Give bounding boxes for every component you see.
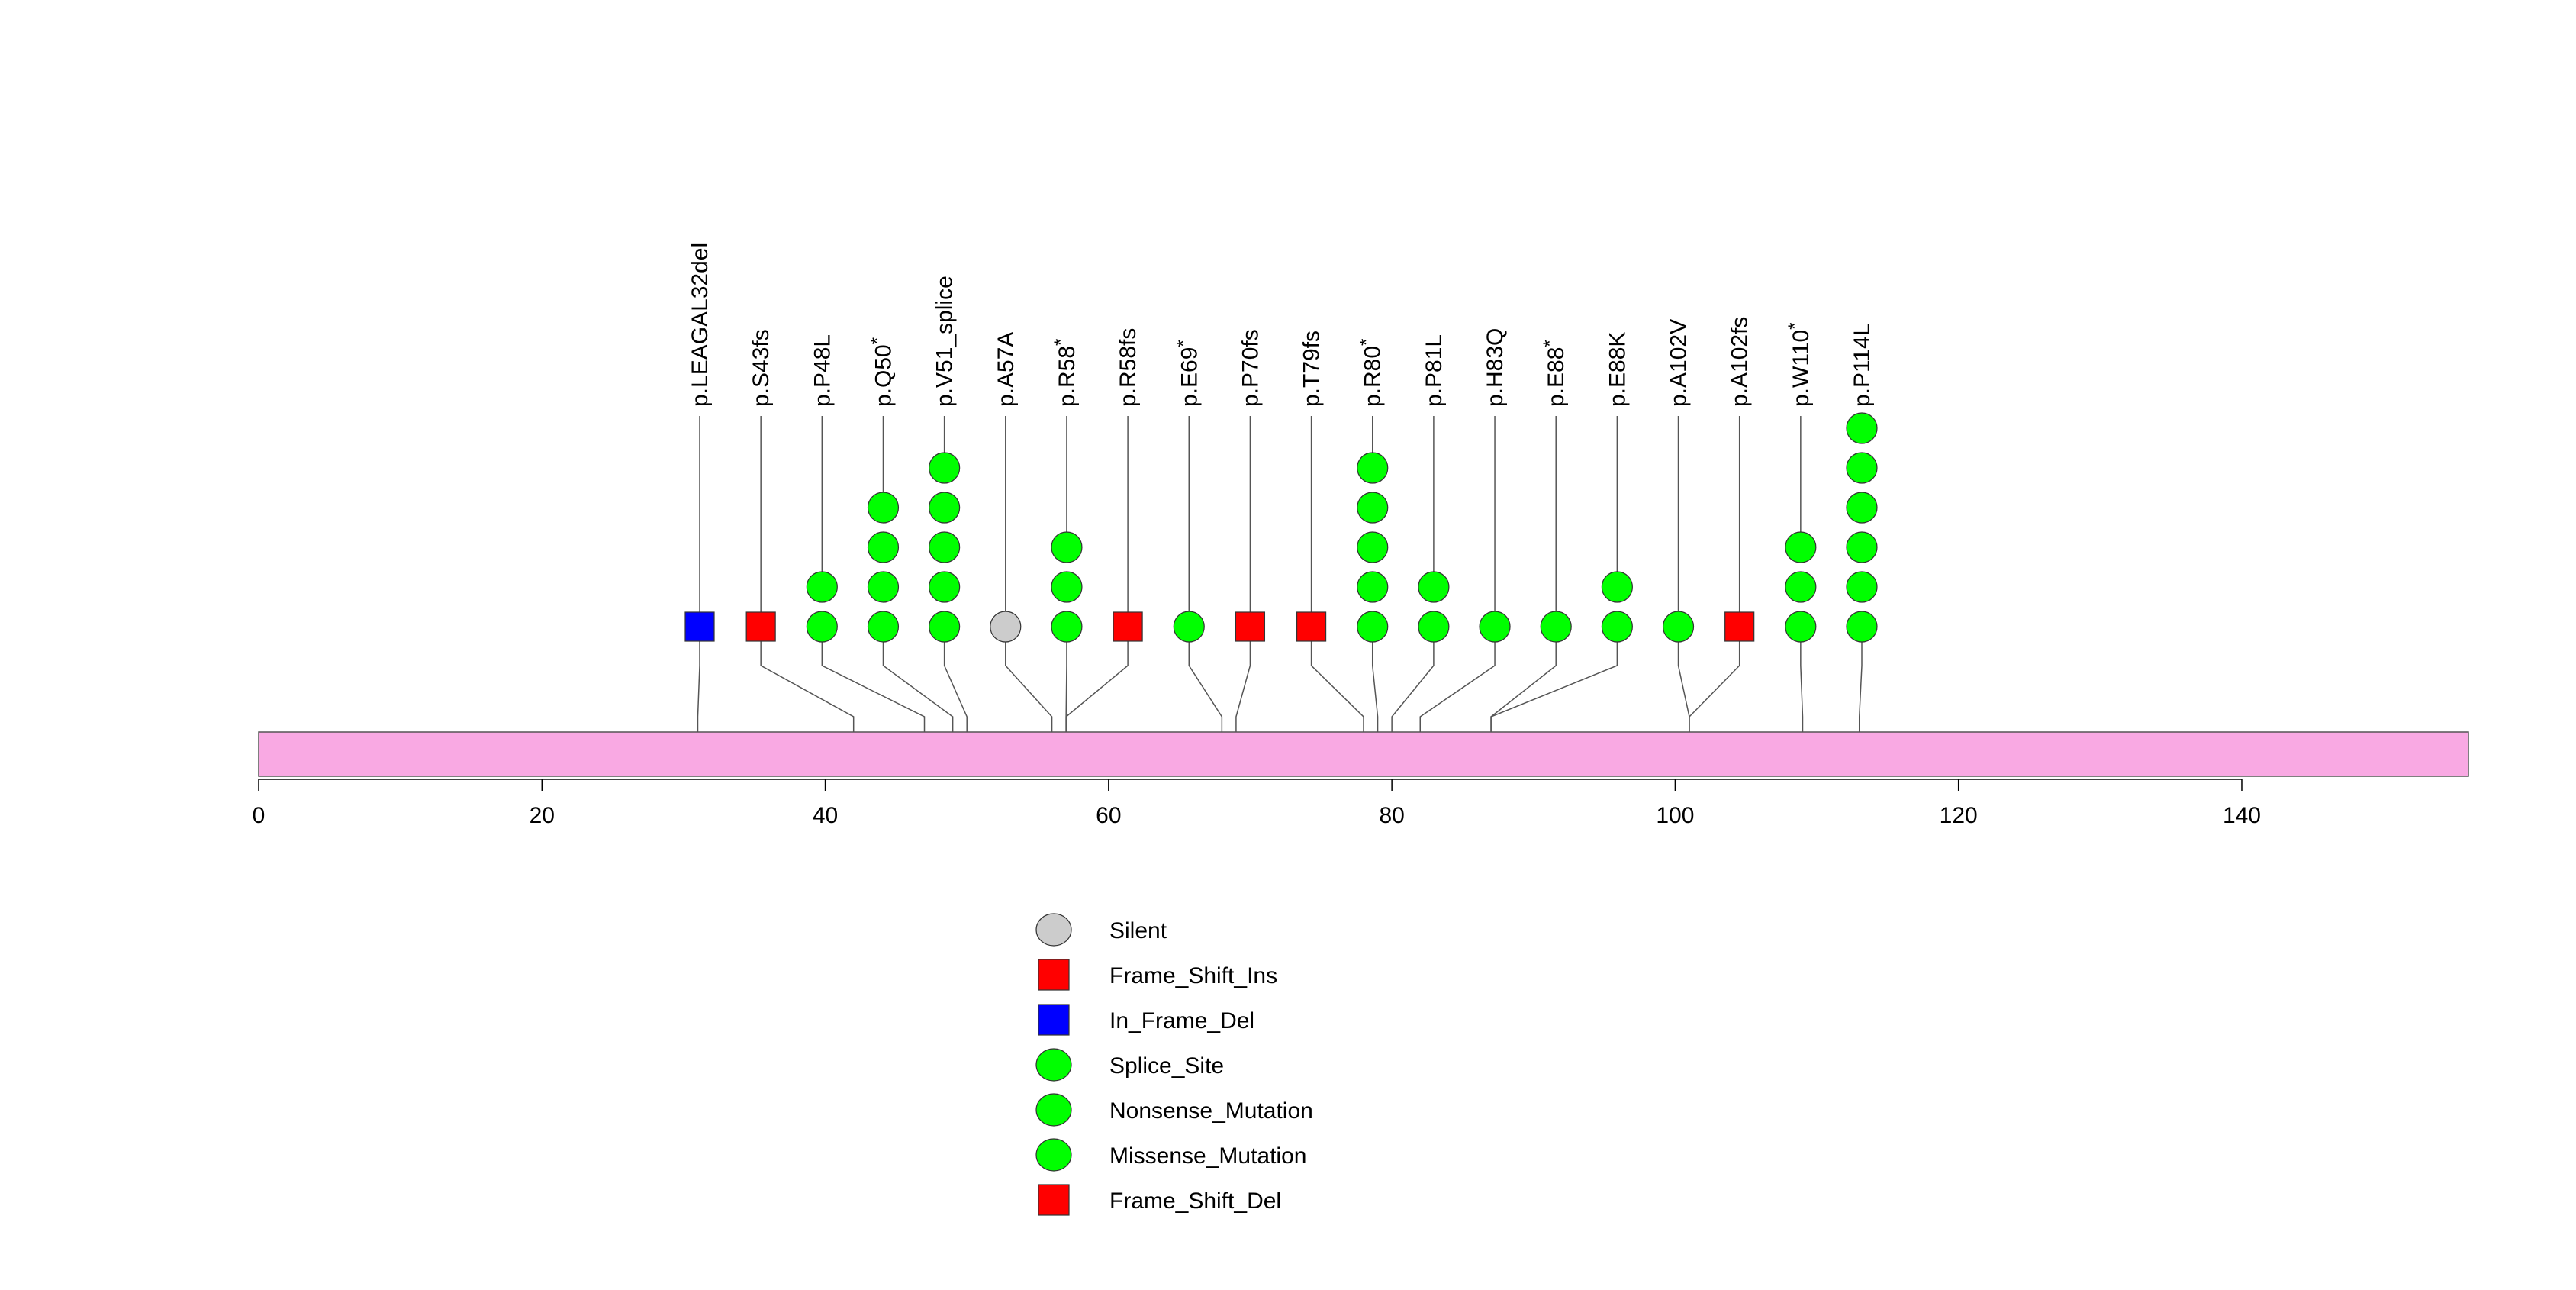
mutation-mark-square (1235, 611, 1266, 642)
legend-swatch-circle (1035, 1138, 1072, 1172)
nonsense-star: * (1051, 339, 1071, 346)
mutation-marks (684, 412, 1878, 643)
mutation-mark-circle (1173, 611, 1205, 643)
legend-label: Frame_Shift_Del (1109, 1188, 1281, 1214)
legend-swatch-square (1038, 1004, 1070, 1036)
mutation-label: p.R80* (1357, 339, 1386, 407)
mutation-mark-circle (1418, 611, 1450, 643)
mutation-mark-square (1296, 611, 1327, 642)
x-tick-label: 60 (1096, 803, 1121, 828)
mutation-label: p.P81L (1422, 334, 1447, 407)
mutation-mark-circle (1479, 611, 1511, 643)
legend-swatch-circle (1035, 913, 1072, 947)
legend-swatch-square (1038, 959, 1070, 991)
mutation-mark-circle (1357, 571, 1389, 603)
legend-label: Silent (1109, 918, 1167, 943)
mutation-label: p.P114L (1850, 323, 1875, 407)
nonsense-star: * (867, 337, 887, 344)
mutation-label: p.H83Q (1483, 328, 1508, 407)
mutation-mark-circle (1418, 571, 1450, 603)
mutation-mark-circle (806, 571, 838, 603)
mutation-mark-circle (1846, 412, 1878, 444)
mutation-mark-circle (1601, 611, 1633, 643)
nonsense-star: * (1785, 322, 1805, 329)
legend-label: Splice_Site (1109, 1053, 1224, 1079)
mutation-label: p.R58fs (1116, 328, 1141, 407)
mutation-mark-circle (1051, 531, 1083, 563)
mutation-mark-circle (929, 611, 961, 643)
x-tick-label: 140 (2223, 803, 2261, 828)
mutation-mark-circle (929, 452, 961, 484)
mutation-mark-circle (1357, 492, 1389, 524)
mutation-label: p.T79fs (1299, 331, 1325, 407)
x-axis: 0 20 40 60 80 100 120 140 (253, 779, 2261, 828)
mutation-mark-square (745, 611, 776, 642)
protein-bar (258, 731, 2469, 777)
mutation-mark-circle (929, 492, 961, 524)
mutation-label: p.W110* (1785, 322, 1814, 407)
mutation-mark-circle (1846, 611, 1878, 643)
mutation-mark-circle (929, 531, 961, 563)
mutation-mark-square (684, 611, 715, 642)
x-tick-label: 0 (253, 803, 266, 828)
mutation-mark-circle (1357, 611, 1389, 643)
mutation-mark-square (1724, 611, 1755, 642)
legend-label: In_Frame_Del (1109, 1008, 1254, 1034)
mutation-label: p.P48L (810, 334, 835, 407)
mutation-mark-circle (1357, 452, 1389, 484)
nonsense-star: * (1357, 339, 1377, 346)
mutation-label: p.A102fs (1728, 317, 1753, 407)
legend: Silent Frame_Shift_Ins In_Frame_Del Splice_… (1035, 913, 1313, 1216)
mutation-label: p.E88* (1540, 340, 1569, 407)
mutation-mark-circle (1785, 531, 1817, 563)
legend-label: Nonsense_Mutation (1109, 1098, 1313, 1124)
mutation-mark-circle (1846, 531, 1878, 563)
mutation-label: p.A102V (1666, 319, 1692, 407)
x-tick-label: 120 (1940, 803, 1978, 828)
mutation-mark-circle (1357, 531, 1389, 563)
nonsense-star: * (1173, 340, 1193, 347)
mutation-mark-circle (1846, 571, 1878, 603)
legend-label: Frame_Shift_Ins (1109, 963, 1277, 988)
legend-label: Missense_Mutation (1109, 1143, 1306, 1169)
mutation-mark-circle (1785, 611, 1817, 643)
mutation-label: p.Q50* (867, 337, 896, 407)
mutation-mark-circle (1601, 571, 1633, 603)
mutation-label: p.R58* (1051, 339, 1080, 407)
mutation-mark-circle (990, 611, 1022, 643)
mutation-label: p.A57A (993, 332, 1019, 407)
mutation-mark-square (1113, 611, 1143, 642)
nonsense-star: * (1540, 340, 1560, 347)
mutation-mark-circle (1051, 571, 1083, 603)
mutation-mark-circle (1846, 492, 1878, 524)
x-tick-label: 100 (1656, 803, 1694, 828)
legend-swatch-circle (1035, 1048, 1072, 1082)
x-tick-label: 40 (813, 803, 838, 828)
mutation-mark-circle (1785, 571, 1817, 603)
mutation-mark-circle (867, 531, 900, 563)
mutation-mark-circle (867, 611, 900, 643)
mutation-mark-circle (867, 492, 900, 524)
mutation-label: p.E88K (1605, 332, 1630, 407)
mutation-mark-circle (867, 571, 900, 603)
mutation-mark-circle (1846, 452, 1878, 484)
mutation-label: p.E69* (1173, 340, 1202, 407)
legend-swatch-square (1038, 1184, 1070, 1216)
mutation-label: p.S43fs (749, 329, 774, 407)
mutation-label: p.P70fs (1238, 329, 1263, 407)
mutation-label: p.LEAGAL32del (687, 243, 713, 407)
mutation-mark-circle (1051, 611, 1083, 643)
mutation-mark-circle (929, 571, 961, 603)
mutation-mark-circle (1662, 611, 1695, 643)
mutation-mark-circle (806, 611, 838, 643)
x-tick-label: 20 (530, 803, 555, 828)
mutation-mark-circle (1540, 611, 1572, 643)
mutation-label: p.V51_splice (932, 276, 958, 407)
legend-swatch-circle (1035, 1093, 1072, 1127)
x-tick-label: 80 (1379, 803, 1404, 828)
mutation-labels: p.LEAGAL32del p.S43fs p.P48L p.Q50* p.V51_sp… (687, 243, 1875, 407)
